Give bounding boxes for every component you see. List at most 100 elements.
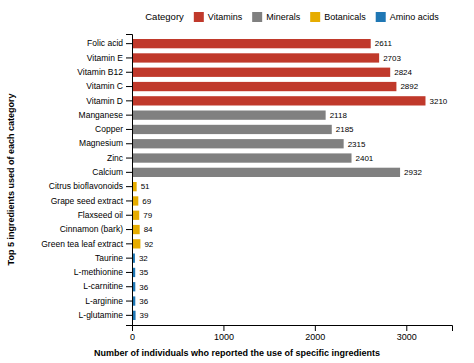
tick-mark: [126, 43, 132, 44]
y-axis: L-glutamine L-arginine L-carnitine L-methio…: [41, 35, 132, 326]
tick-mark: [315, 325, 316, 331]
tick-label: Zinc: [107, 153, 124, 163]
tick-label: Vitamin E: [87, 53, 124, 63]
data-label: 2611: [375, 39, 393, 48]
data-label: 35: [139, 268, 148, 277]
data-label: 79: [143, 211, 152, 220]
tick: L-carnitine: [83, 281, 132, 291]
tick: Zinc: [107, 153, 132, 163]
data-labels: 3936363532928479695129322401231521852118…: [139, 39, 448, 320]
legend-item: Amino acids: [376, 12, 440, 22]
tick-mark: [126, 315, 132, 316]
tick: 3000: [397, 325, 417, 342]
x-axis-title: Number of individuals who reported the u…: [94, 348, 380, 358]
tick-mark: [126, 186, 132, 187]
tick-label: Magnesium: [79, 138, 123, 148]
data-label: 2118: [330, 111, 348, 120]
bar: [132, 211, 139, 220]
tick-mark: [126, 272, 132, 273]
tick-label: Flaxseed oil: [78, 210, 123, 220]
tick-label: Vitamin B12: [77, 67, 123, 77]
tick: L-arginine: [85, 296, 132, 306]
tick: Vitamin C: [86, 81, 132, 91]
tick-mark: [126, 129, 132, 130]
tick: 1000: [214, 325, 234, 342]
tick-label: 1000: [214, 332, 234, 342]
tick: Vitamin B12: [77, 67, 132, 77]
data-label: 2703: [383, 54, 401, 63]
x-axis: 0 1000 2000 3000: [130, 325, 453, 342]
tick: Taurine: [95, 253, 132, 263]
tick-mark: [126, 215, 132, 216]
tick-mark: [126, 100, 132, 101]
data-label: 36: [139, 283, 148, 292]
bar: [132, 225, 140, 234]
tick: Manganese: [79, 110, 132, 120]
tick-mark: [126, 72, 132, 73]
axis-line: [126, 35, 133, 326]
tick-mark: [126, 229, 132, 230]
tick-label: 3000: [397, 332, 417, 342]
data-label: 2315: [348, 140, 366, 149]
tick-mark: [406, 325, 407, 331]
data-label: 39: [140, 311, 149, 320]
tick: Green tea leaf extract: [41, 239, 132, 249]
bar: [132, 168, 400, 177]
data-label: 32: [139, 254, 148, 263]
tick: Citrus bioflavonoids: [49, 181, 132, 191]
legend-label: Vitamins: [208, 12, 243, 22]
data-label: 36: [139, 297, 148, 306]
tick-label: Cinnamon (bark): [60, 224, 123, 234]
tick-mark: [126, 301, 132, 302]
bar: [132, 96, 425, 105]
tick-label: Vitamin C: [86, 81, 123, 91]
legend-swatch: [194, 12, 204, 22]
legend-item: Botanicals: [310, 12, 366, 22]
tick: Vitamin E: [87, 53, 132, 63]
legend-title: Category: [145, 11, 184, 22]
legend: CategoryVitaminsMineralsBotanicalsAmino …: [145, 11, 439, 22]
tick: Copper: [95, 124, 132, 134]
tick-mark: [126, 158, 132, 159]
tick: Grape seed extract: [51, 196, 132, 206]
tick: Calcium: [92, 167, 132, 177]
legend-swatch: [252, 12, 262, 22]
axis-line: [133, 326, 453, 332]
data-label: 2185: [336, 125, 354, 134]
legend-label: Botanicals: [324, 12, 366, 22]
tick-label: Citrus bioflavonoids: [49, 181, 123, 191]
data-label: 2824: [394, 68, 412, 77]
data-label: 84: [144, 225, 153, 234]
data-label: 2892: [400, 82, 418, 91]
tick-label: 0: [130, 332, 135, 342]
tick-mark: [126, 143, 132, 144]
tick-mark: [126, 172, 132, 173]
tick-label: L-glutamine: [79, 310, 124, 320]
tick-label: L-methionine: [74, 267, 123, 277]
tick-label: Manganese: [79, 110, 124, 120]
bar: [132, 153, 352, 162]
tick: Magnesium: [79, 138, 132, 148]
tick: Vitamin D: [86, 96, 132, 106]
data-label: 69: [142, 197, 151, 206]
tick-mark: [223, 325, 224, 331]
bars: [132, 39, 425, 320]
tick-label: Grape seed extract: [51, 196, 124, 206]
data-label: 3210: [429, 97, 447, 106]
data-label: 51: [141, 182, 150, 191]
legend-label: Amino acids: [390, 12, 440, 22]
legend-swatch: [310, 12, 320, 22]
plot: 0 1000 2000 3000 L-glutamine L-arginine L-carn…: [41, 35, 452, 343]
tick: 2000: [305, 325, 325, 342]
tick-label: Folic acid: [87, 38, 123, 48]
tick: L-glutamine: [79, 310, 132, 320]
tick-mark: [126, 258, 132, 259]
chart: 0 1000 2000 3000 L-glutamine L-arginine L-carn…: [0, 0, 474, 363]
tick: L-methionine: [74, 267, 132, 277]
data-label: 2932: [404, 168, 422, 177]
tick-mark: [126, 243, 132, 244]
tick-label: Copper: [95, 124, 123, 134]
bar: [132, 111, 326, 120]
tick: Flaxseed oil: [78, 210, 132, 220]
tick-mark: [126, 57, 132, 58]
